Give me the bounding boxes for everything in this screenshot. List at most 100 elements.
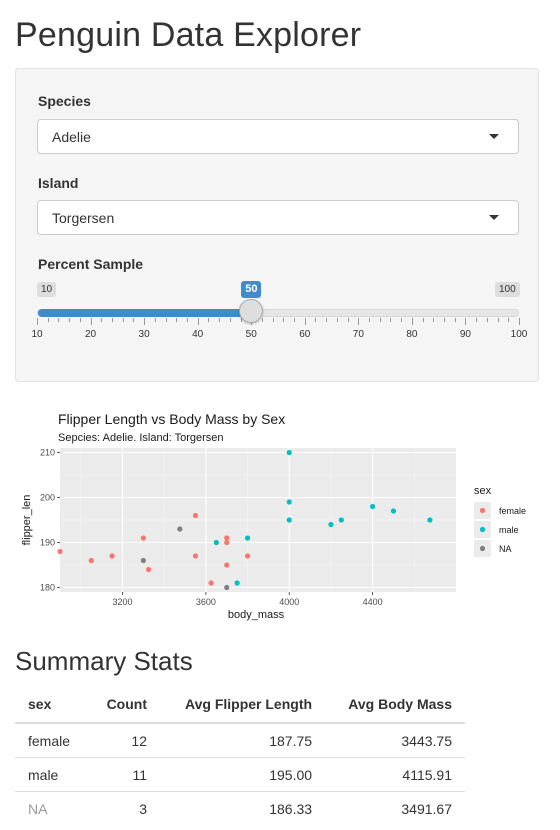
slider-minor-tick bbox=[165, 318, 167, 322]
cell-sex: NA bbox=[15, 791, 89, 825]
slider-minor-tick bbox=[326, 318, 328, 322]
data-point-male bbox=[213, 539, 219, 546]
slider-minor-tick bbox=[133, 318, 135, 322]
data-point-male bbox=[286, 517, 292, 523]
slider-minor-tick bbox=[336, 318, 338, 322]
data-point-male bbox=[286, 449, 292, 456]
cell-avg-flipper: 187.75 bbox=[269, 732, 313, 749]
header-count: Count bbox=[88, 688, 160, 724]
slider-minor-tick bbox=[240, 318, 242, 322]
slider-minor-tick bbox=[79, 318, 81, 322]
cell-avg-mass: 3443.75 bbox=[401, 732, 452, 749]
slider-minor-tick bbox=[315, 318, 317, 322]
x-axis-label: body_mass bbox=[228, 609, 285, 621]
island-select[interactable]: Torgersen bbox=[37, 200, 519, 235]
chevron-down-icon bbox=[489, 134, 499, 139]
header-avg-flipper: Avg Flipper Length bbox=[160, 688, 326, 724]
slider-minor-tick bbox=[261, 318, 263, 322]
slider-minor-tick bbox=[369, 318, 371, 322]
cell-avg-mass: 4115.91 bbox=[325, 757, 465, 792]
slider-minor-tick bbox=[379, 318, 381, 322]
data-point-female bbox=[224, 535, 230, 541]
slider-tick-label: 90 bbox=[459, 329, 471, 340]
slider-value-label: 50 bbox=[241, 281, 262, 298]
legend-title: sex bbox=[474, 485, 492, 497]
slider-major-tick bbox=[90, 318, 92, 325]
slider-minor-tick bbox=[476, 318, 478, 322]
slider-major-tick bbox=[465, 318, 467, 325]
slider-minor-tick bbox=[347, 318, 349, 322]
data-point-male bbox=[328, 521, 334, 528]
slider-minor-tick bbox=[219, 318, 221, 322]
y-axis-label: flipper_len bbox=[21, 495, 33, 546]
slider-minor-tick bbox=[122, 318, 124, 322]
summary-title: Summary Stats bbox=[15, 646, 193, 676]
slider-minor-tick bbox=[272, 318, 274, 322]
cell-count: 11 bbox=[88, 757, 160, 792]
legend-label: male bbox=[499, 525, 519, 535]
chevron-down-icon bbox=[489, 215, 499, 220]
data-point-male bbox=[370, 503, 376, 510]
y-tick-label: 180 bbox=[40, 583, 55, 593]
cell-avg-flipper: 186.33 bbox=[160, 791, 326, 825]
y-tick-label: 210 bbox=[40, 448, 55, 458]
data-point-female bbox=[224, 562, 230, 568]
sample-slider-handle[interactable] bbox=[239, 299, 264, 323]
slider-minor-tick bbox=[422, 318, 424, 322]
slider-tick-label: 30 bbox=[138, 329, 150, 340]
data-point-female bbox=[224, 539, 230, 546]
slider-minor-tick bbox=[401, 318, 403, 322]
data-point-female bbox=[208, 580, 214, 586]
slider-minor-tick bbox=[454, 318, 456, 322]
data-point-female bbox=[109, 553, 115, 559]
x-tick-label: 3200 bbox=[113, 597, 133, 607]
slider-tick-label: 20 bbox=[84, 329, 97, 340]
island-label: Island bbox=[38, 175, 79, 191]
x-tick-label: 3600 bbox=[196, 597, 216, 607]
data-point-male bbox=[390, 508, 397, 514]
slider-tick-label: 60 bbox=[299, 329, 311, 340]
slider-major-tick bbox=[144, 318, 146, 325]
slider-major-tick bbox=[519, 318, 520, 325]
data-point-female bbox=[145, 566, 152, 573]
cell-count: 3 bbox=[88, 791, 160, 825]
cell-sex: male bbox=[15, 757, 89, 792]
data-point-na bbox=[177, 526, 183, 532]
data-point-male bbox=[234, 580, 240, 586]
slider-max-label: 100 bbox=[495, 282, 520, 297]
sample-slider-track[interactable] bbox=[37, 309, 519, 317]
slider-minor-tick bbox=[486, 318, 488, 322]
data-point-female bbox=[192, 553, 199, 559]
cell-sex: female bbox=[28, 732, 71, 749]
data-point-female bbox=[140, 535, 146, 541]
slider-minor-tick bbox=[497, 318, 499, 322]
chart-subtitle: Sepcies: Adelie. Island: Torgersen bbox=[58, 432, 224, 444]
slider-major-tick bbox=[304, 318, 306, 325]
y-tick-label: 200 bbox=[40, 493, 55, 503]
data-point-female bbox=[88, 557, 94, 564]
table-row: female 12 187.75 3443.75 bbox=[15, 723, 465, 758]
chart-title: Flipper Length vs Body Mass by Sex bbox=[58, 411, 285, 427]
scatter-chart: Flipper Length vs Body Mass by Sex Sepci… bbox=[21, 411, 526, 621]
data-point-male bbox=[244, 535, 251, 541]
data-point-female bbox=[244, 553, 251, 559]
slider-major-tick bbox=[411, 318, 413, 325]
slider-minor-tick bbox=[69, 318, 71, 322]
cell-count: 12 bbox=[131, 732, 147, 749]
cell-avg-mass: 3491.67 bbox=[325, 791, 465, 825]
legend-swatch-na bbox=[479, 545, 486, 552]
species-select[interactable]: Adelie bbox=[37, 119, 519, 154]
legend-swatch-male bbox=[479, 526, 486, 533]
header-avg-mass: Avg Body Mass bbox=[325, 688, 465, 724]
slider-major-tick bbox=[358, 318, 360, 325]
slider-tick-label: 40 bbox=[192, 329, 204, 340]
controls-panel: Species Adelie Island Torgersen Percent … bbox=[15, 68, 539, 382]
data-point-female bbox=[57, 548, 63, 555]
slider-minor-tick bbox=[154, 318, 156, 322]
table-row: NA 3 186.33 3491.67 bbox=[15, 791, 465, 825]
slider-minor-tick bbox=[229, 318, 231, 322]
species-label: Species bbox=[38, 93, 91, 109]
slider-minor-tick bbox=[101, 318, 103, 322]
slider-minor-tick bbox=[294, 318, 296, 322]
data-point-male bbox=[286, 499, 292, 505]
